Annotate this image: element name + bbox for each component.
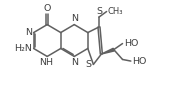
- Text: N: N: [25, 28, 32, 37]
- Text: S: S: [86, 60, 92, 69]
- Text: CH₃: CH₃: [108, 7, 123, 16]
- Text: NH: NH: [39, 58, 53, 67]
- Text: HO: HO: [124, 39, 139, 48]
- Text: S: S: [96, 7, 102, 16]
- Text: HO: HO: [132, 57, 147, 66]
- Polygon shape: [101, 48, 114, 54]
- Text: N: N: [71, 14, 78, 23]
- Text: H₂N: H₂N: [14, 44, 32, 53]
- Text: N: N: [71, 58, 78, 67]
- Text: O: O: [43, 4, 51, 13]
